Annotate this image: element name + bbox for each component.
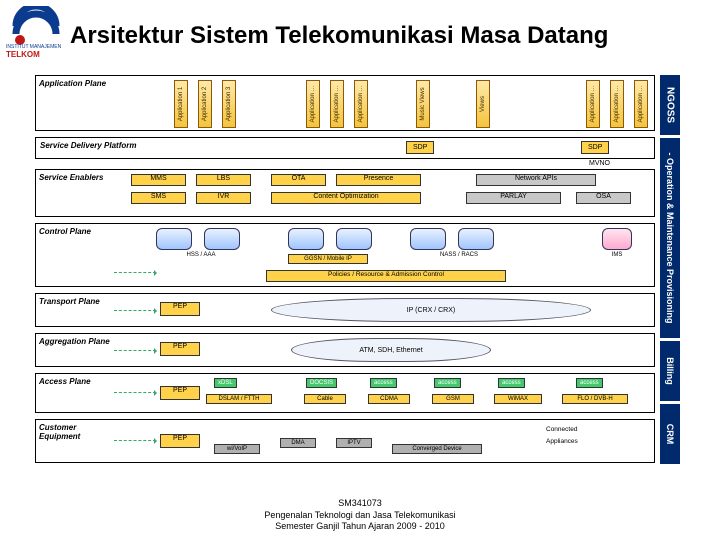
row-label-access: Access Plane	[36, 374, 114, 412]
acc-top-1: DOCSIS	[306, 378, 337, 388]
acc-top-5: access	[576, 378, 603, 388]
ggsn-label: GGSN / Mobile IP	[288, 254, 368, 264]
row-label-sdp: Service Delivery Platform	[40, 141, 137, 150]
policy-bar: Policies / Resource & Admission Control	[266, 270, 506, 282]
sidebar-ngoss: NGOSS	[660, 75, 680, 135]
ctl-node-1	[156, 228, 192, 250]
row-application-plane: Application Plane Application 1 Applicat…	[35, 75, 655, 131]
appbox-7: Music Views	[416, 80, 430, 128]
hss-label: HSS / AAA	[166, 252, 236, 258]
appbox-1: Application 1	[174, 80, 188, 128]
en-parlay: PARLAY	[466, 192, 561, 204]
acc-top-4: access	[498, 378, 525, 388]
logo: INSTITUT MANAJEMEN TELKOM	[6, 6, 60, 60]
sidebar-crm: CRM	[660, 404, 680, 464]
acc-bot-0: DSLAM / FTTH	[206, 394, 272, 404]
cloud-atm: ATM, SDH, Ethernet	[291, 338, 491, 362]
en-netapis: Network APIs	[476, 174, 596, 186]
en-ota: OTA	[271, 174, 326, 186]
architecture-diagram: Application Plane Application 1 Applicat…	[35, 75, 655, 465]
page-title: Arsitektur Sistem Telekomunikasi Masa Da…	[70, 22, 710, 50]
appbox-10: Application …	[610, 80, 624, 128]
cust-r1: Appliances	[546, 438, 578, 445]
ctl-node-6	[458, 228, 494, 250]
acc-bot-5: FLO / DVB-H	[562, 394, 628, 404]
row-cust: Customer Equipment PEP wi/VoIP DMA IPTV …	[35, 419, 655, 463]
arrow-transport	[114, 310, 156, 311]
sidebar-billing: Billing	[660, 341, 680, 401]
acc-bot-4: WiMAX	[494, 394, 542, 404]
cust-1: DMA	[280, 438, 316, 448]
acc-bot-2: CDMA	[368, 394, 410, 404]
en-lbs: LBS	[196, 174, 251, 186]
pep-access: PEP	[160, 386, 200, 400]
ims-node	[602, 228, 632, 250]
acc-bot-3: GSM	[432, 394, 474, 404]
appbox-6: Application …	[354, 80, 368, 128]
appbox-5: Application …	[330, 80, 344, 128]
arrow-access	[114, 392, 156, 393]
row-label-cust: Customer Equipment	[36, 420, 114, 462]
appbox-2: Application 2	[198, 80, 212, 128]
arrow-control	[114, 272, 156, 273]
row-control: Control Plane HSS / AAA GGSN / Mobile IP…	[35, 223, 655, 287]
row-sdp: Service Delivery Platform SDP SDP MVNO	[35, 137, 655, 159]
appbox-9: Application …	[586, 80, 600, 128]
appbox-8: Views	[476, 80, 490, 128]
en-sms: SMS	[131, 192, 186, 204]
arrow-cust	[114, 440, 156, 441]
pep-cust: PEP	[160, 434, 200, 448]
row-label-app: Application Plane	[36, 76, 114, 130]
row-access: Access Plane PEP xDSL DSLAM / FTTH DOCSI…	[35, 373, 655, 413]
row-label-enablers: Service Enablers	[36, 170, 114, 216]
en-mms: MMS	[131, 174, 186, 186]
row-enablers: Service Enablers MMS LBS OTA Presence Ne…	[35, 169, 655, 217]
acc-bot-1: Cable	[304, 394, 346, 404]
ims-label: IMS	[594, 252, 640, 258]
mvno-label: MVNO	[589, 160, 610, 167]
cust-2: IPTV	[336, 438, 372, 448]
en-presence: Presence	[336, 174, 421, 186]
sdp-box-2: SDP	[581, 141, 609, 154]
en-ivr: IVR	[196, 192, 251, 204]
en-osa: OSA	[576, 192, 631, 204]
footer: SM341073 Pengenalan Teknologi dan Jasa T…	[0, 498, 720, 532]
cust-0: wi/VoIP	[214, 444, 260, 454]
appbox-3: Application 3	[222, 80, 236, 128]
appbox-11: Application …	[634, 80, 648, 128]
cust-3: Converged Device	[392, 444, 482, 454]
ctl-node-2	[204, 228, 240, 250]
footer-line-1: Pengenalan Teknologi dan Jasa Telekomuni…	[0, 510, 720, 521]
row-aggregation: Aggregation Plane PEP ATM, SDH, Ethernet	[35, 333, 655, 367]
pep-agg: PEP	[160, 342, 200, 356]
row-label-control: Control Plane	[36, 224, 114, 286]
arrow-agg	[114, 350, 156, 351]
appbox-4: Application …	[306, 80, 320, 128]
row-label-agg: Aggregation Plane	[36, 334, 114, 366]
ctl-node-3	[288, 228, 324, 250]
logo-bottom: TELKOM	[6, 50, 40, 59]
acc-top-2: access	[370, 378, 397, 388]
acc-top-3: access	[434, 378, 461, 388]
row-label-transport: Transport Plane	[36, 294, 114, 326]
cloud-ip: IP (CRX / CRX)	[271, 298, 591, 322]
footer-line-0: SM341073	[0, 498, 720, 509]
ctl-node-5	[410, 228, 446, 250]
footer-line-2: Semester Ganjil Tahun Ajaran 2009 - 2010	[0, 521, 720, 532]
cust-r0: Connected	[546, 426, 577, 433]
en-contentopt: Content Optimization	[271, 192, 421, 204]
row-transport: Transport Plane PEP IP (CRX / CRX)	[35, 293, 655, 327]
acc-top-0: xDSL	[214, 378, 237, 388]
sdp-box-1: SDP	[406, 141, 434, 154]
nass-label: NASS / RACS	[424, 252, 494, 258]
pep-transport: PEP	[160, 302, 200, 316]
ctl-node-4	[336, 228, 372, 250]
sidebar-ops: - Operation & Maintenance Provisioning	[660, 138, 680, 338]
